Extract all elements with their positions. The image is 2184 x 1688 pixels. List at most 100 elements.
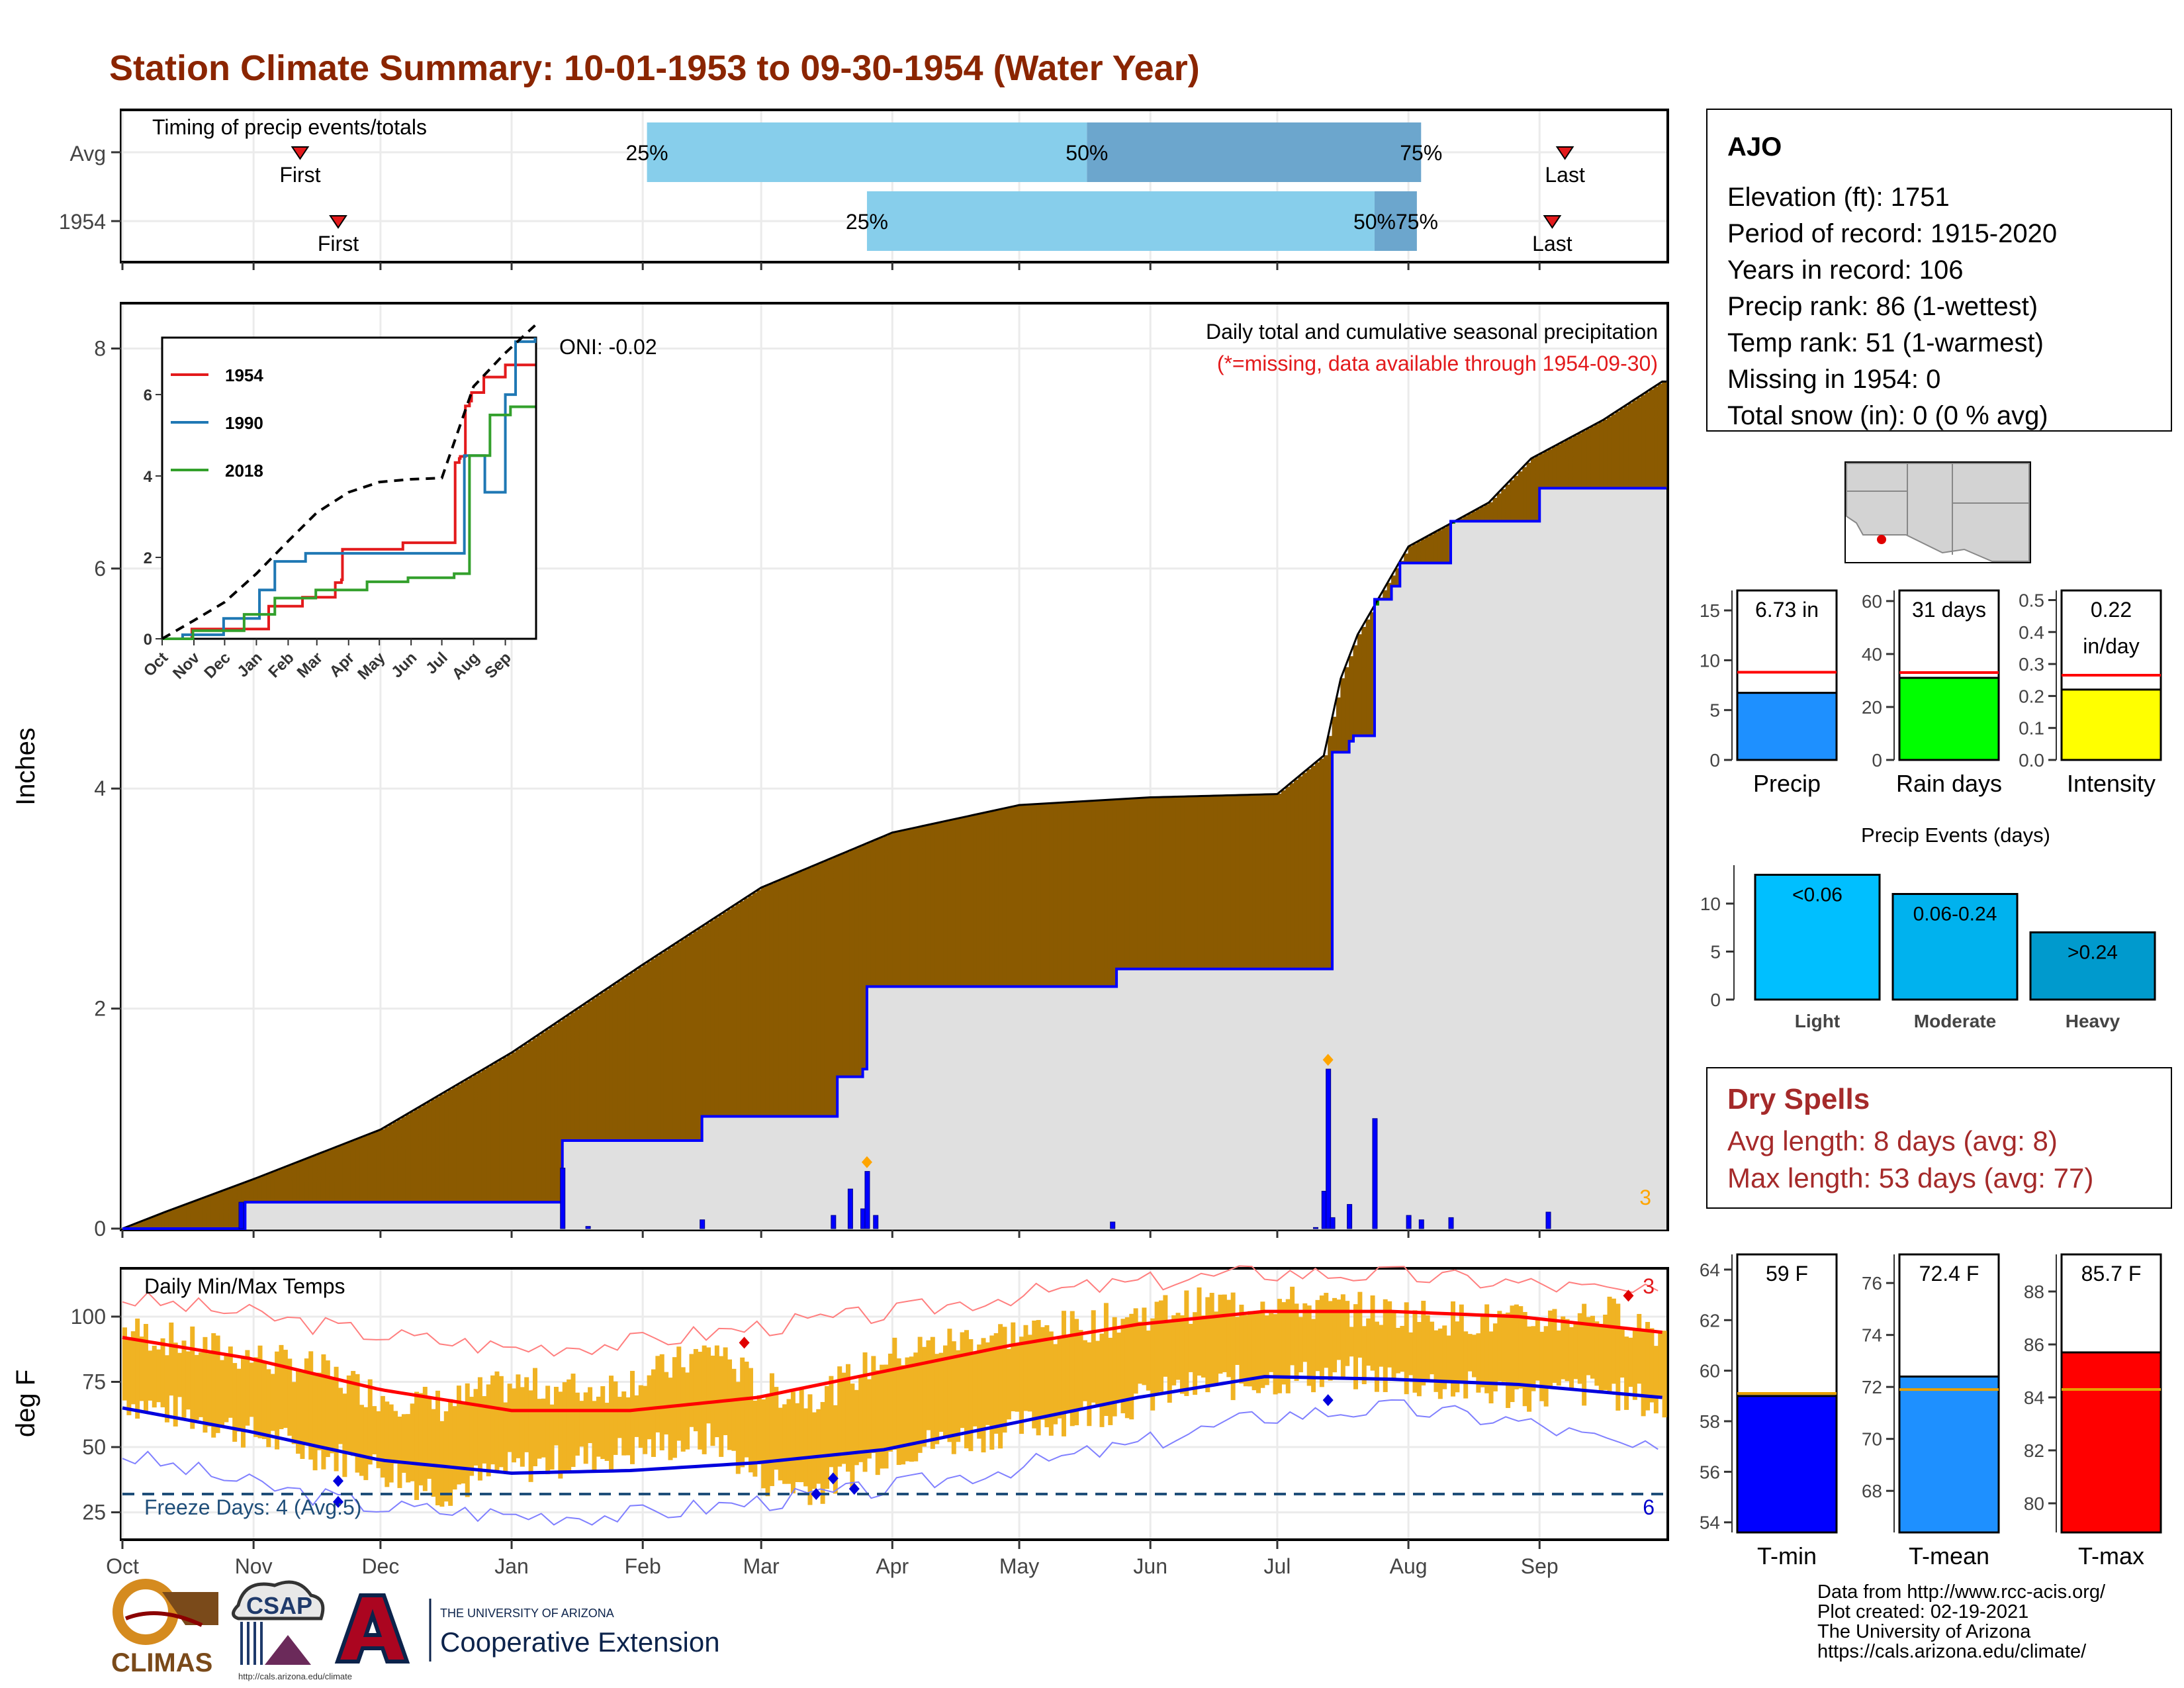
month-label: Aug [1390,1554,1428,1578]
bar-value-label: 6.73 in [1755,598,1819,622]
daily-temp-bar [257,1345,263,1438]
daily-temp-bar [562,1382,567,1473]
daily-temp-bar [1624,1336,1629,1410]
daily-temp-bar [435,1390,440,1506]
daily-temp-bar [1108,1337,1113,1425]
cooperative-extension: Cooperative Extension [440,1626,720,1658]
daily-temp-bar [820,1401,825,1504]
daily-temp-bar [1175,1313,1181,1380]
daily-temp-bar [604,1403,610,1461]
daily-temp-bar [1518,1306,1524,1389]
daily-temp-bar [312,1374,318,1471]
daily-temp-bar [981,1338,986,1453]
daily-temp-bar [351,1371,356,1456]
daily-temp-bar [1006,1348,1011,1420]
bar-category-label: Rain days [1896,770,2002,797]
daily-temp-bar [943,1345,948,1438]
y-tick-label: 54 [1700,1513,1720,1533]
daily-temp-bar [1188,1323,1193,1372]
timing-bar-25-50 [647,122,1087,182]
daily-temp-bar [1565,1319,1570,1382]
bar-value-label: 72.4 F [1919,1262,1979,1286]
y-tick-label: 5 [1709,700,1720,721]
daily-temp-bar [275,1351,280,1450]
daily-temp-bar [1433,1330,1439,1392]
daily-temp-bar [528,1390,533,1482]
daily-temp-bar [947,1329,952,1442]
daily-temp-bar [545,1385,551,1475]
daily-precip-bar [847,1188,853,1229]
timing-title: Timing of precip events/totals [152,115,427,139]
daily-temp-bar [1306,1305,1312,1386]
daily-temp-bar [811,1412,817,1489]
daily-temp-bar [706,1347,711,1424]
daily-temp-bar [993,1333,999,1434]
daily-temp-bar [782,1404,788,1484]
daily-temp-bar [917,1336,923,1453]
month-label: Nov [235,1554,273,1578]
daily-temp-bar [638,1385,643,1448]
daily-temp-bar [185,1351,191,1410]
daily-temp-bar [723,1347,728,1436]
daily-temp-bar [1129,1313,1134,1420]
last-event-label: Last [1545,163,1585,187]
daily-temp-bar [617,1397,622,1438]
daily-temp-bar [1209,1293,1214,1384]
dry-spells-max: Max length: 53 days (avg: 77) [1727,1162,2094,1194]
daily-temp-bar [1611,1298,1616,1384]
daily-temp-bar [283,1350,288,1429]
daily-temp-bar [1632,1329,1637,1400]
record-low-marker [848,1483,860,1495]
daily-temp-bar [1383,1299,1388,1392]
daily-temp-bar [934,1354,940,1444]
daily-temp-bar [989,1335,995,1450]
daily-precip-bar [585,1226,591,1229]
daily-temp-bar [985,1342,990,1425]
daily-temp-bar [596,1396,601,1457]
daily-temp-bar [621,1391,627,1456]
daily-temp-bar [287,1358,293,1436]
csap-text: CSAP [246,1592,312,1619]
daily-temp-bar [1590,1315,1595,1379]
daily-temp-bar [1645,1322,1651,1411]
y-tick-label: 75 [82,1370,106,1393]
daily-temp-bar [1619,1329,1625,1378]
daily-temp-bar [190,1326,195,1429]
daily-temp-bar [1501,1313,1506,1382]
daily-temp-bar [380,1395,385,1478]
station-snow: Total snow (in): 0 (0 % avg) [1727,401,2048,430]
daily-temp-bar [1027,1335,1032,1412]
daily-precip-bar [238,1201,244,1229]
daily-temp-bar [1603,1315,1608,1390]
daily-temp-bar [752,1400,758,1477]
average-min-line [122,1375,1662,1475]
daily-temp-bar [884,1364,889,1469]
daily-temp-bar [220,1360,225,1426]
station-temp-rank: Temp rank: 51 (1-warmest) [1727,328,2044,357]
timing-75-label: 75% [1396,210,1438,234]
y-tick-label: 58 [1700,1411,1720,1432]
daily-temp-bar [926,1340,931,1430]
y-tick-label: 40 [1862,644,1882,665]
daily-temp-bar [439,1421,445,1507]
daily-temp-bar [655,1356,660,1432]
daily-temp-bar [1285,1299,1291,1393]
y-tick-label: 8 [94,336,106,360]
record-min-line [122,1399,1659,1526]
daily-temp-bar [588,1387,593,1444]
daily-temp-bar [778,1407,783,1481]
daily-precip-bar [1545,1211,1551,1229]
timing-bar-25-50 [866,191,1375,251]
daily-temp-bar [685,1372,690,1450]
daily-temp-bar [1336,1299,1342,1360]
daily-temp-bar [321,1354,326,1470]
daily-temp-bar [452,1406,457,1490]
daily-temp-bar [240,1358,246,1448]
daily-temp-bar [520,1387,525,1467]
daily-temp-bar [1053,1344,1058,1425]
average-max-line [122,1309,1662,1413]
daily-temp-bar [1103,1303,1109,1417]
bar-value-label: 85.7 F [2081,1262,2142,1286]
daily-temp-bar [1421,1301,1426,1385]
daily-temp-bar [448,1399,453,1506]
